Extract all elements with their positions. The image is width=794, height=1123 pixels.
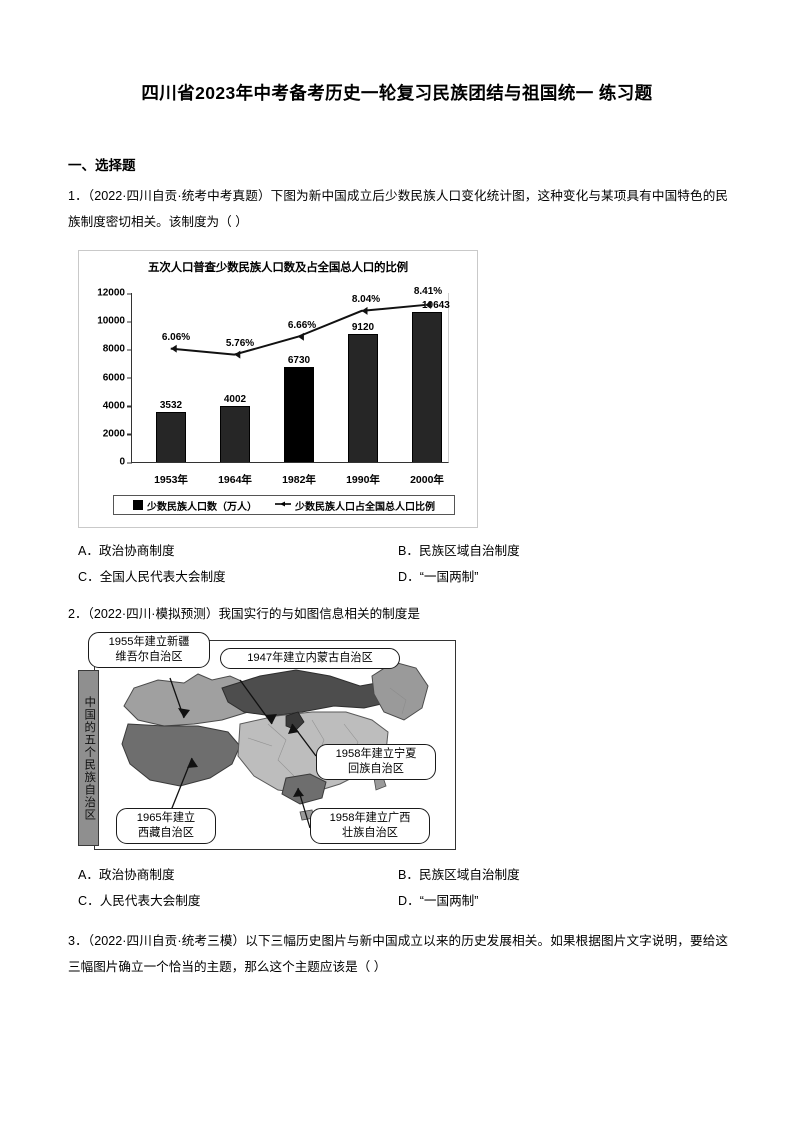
china-map-graphic — [121, 661, 429, 821]
question-2-stem: 2．（2022·四川·模拟预测）我国实行的与如图信息相关的制度是 — [68, 607, 420, 621]
q2-option-b[interactable]: B．民族区域自治制度 — [398, 868, 520, 882]
x-tick-1964: 1964年 — [218, 474, 252, 486]
question-1-options: A．政治协商制度 B．民族区域自治制度 C．全国人民代表大会制度 D．“一国两制… — [78, 538, 718, 590]
legend-item-bar: 少数民族人口数（万人） — [133, 498, 257, 513]
q1-option-d[interactable]: D．“一国两制” — [398, 570, 479, 584]
bar-1953: 3532 — [156, 400, 186, 462]
bar-1964: 4002 — [220, 394, 250, 462]
x-tick-1953: 1953年 — [154, 474, 188, 486]
population-bar-chart: 五次人口普查少数民族人口数及占全国总人口的比例 0 2000 4000 6000… — [78, 250, 478, 528]
q1-option-a[interactable]: A．政治协商制度 — [78, 544, 175, 558]
q2-option-a[interactable]: A．政治协商制度 — [78, 868, 175, 882]
page-title: 四川省2023年中考备考历史一轮复习民族团结与祖国统一 练习题 — [141, 83, 653, 103]
bar-value-1982: 6730 — [287, 355, 311, 367]
pct-label-1953: 6.06% — [161, 332, 191, 343]
legend-label-bar: 少数民族人口数（万人） — [147, 501, 257, 513]
pct-label-1982: 6.66% — [287, 320, 317, 331]
percentage-line-series — [170, 300, 432, 359]
q2-option-d[interactable]: D．“一国两制” — [398, 894, 479, 908]
callout-xinjiang: 1955年建立新疆 维吾尔自治区 — [88, 632, 210, 668]
bar-value-1964: 4002 — [223, 393, 247, 405]
section-heading: 一、选择题 — [68, 158, 136, 173]
chart-title: 五次人口普查少数民族人口数及占全国总人口的比例 — [148, 262, 408, 274]
callout-tibet: 1965年建立 西藏自治区 — [116, 808, 216, 844]
question-3-stem: 3．（2022·四川自贡·统考三模）以下三幅历史图片与新中国成立以来的历史发展相… — [68, 934, 728, 974]
question-1-stem: 1．（2022·四川自贡·统考中考真题）下图为新中国成立后少数民族人口变化统计图… — [68, 189, 728, 229]
y-tick-8000: 8000 — [103, 344, 133, 355]
china-autonomous-regions-map: 中国的五个民族自治区 1955年建立新疆 维吾尔自治区 1947年建立内蒙古自治… — [72, 628, 460, 860]
q1-option-c[interactable]: C．全国人民代表大会制度 — [78, 570, 226, 584]
y-tick-6000: 6000 — [103, 372, 133, 383]
question-2-options: A．政治协商制度 B．民族区域自治制度 C．人民代表大会制度 D．“一国两制” — [78, 862, 718, 914]
bar-value-1953: 3532 — [159, 400, 183, 412]
y-tick-2000: 2000 — [103, 428, 133, 439]
callout-guangxi: 1958年建立广西 壮族自治区 — [310, 808, 430, 844]
callout-inner-mongolia: 1947年建立内蒙古自治区 — [220, 648, 400, 669]
q2-option-c[interactable]: C．人民代表大会制度 — [78, 894, 201, 908]
bar-1982: 6730 — [284, 355, 314, 462]
x-tick-1990: 1990年 — [346, 474, 380, 486]
chart-legend: 少数民族人口数（万人） 少数民族人口占全国总人口比例 — [113, 495, 455, 515]
map-vertical-title: 中国的五个民族自治区 — [78, 670, 99, 846]
x-tick-2000: 2000年 — [410, 474, 444, 486]
y-tick-12000: 12000 — [97, 288, 132, 299]
x-tick-1982: 1982年 — [282, 474, 316, 486]
chart-plot-area: 0 2000 4000 6000 8000 10000 12000 3532 4… — [97, 286, 450, 486]
bar-2000: 10643 — [412, 300, 450, 462]
pct-label-2000: 8.41% — [413, 286, 443, 297]
pct-label-1990: 8.04% — [351, 294, 381, 305]
legend-line-arrow-icon — [275, 500, 291, 511]
bar-value-1990: 9120 — [351, 321, 375, 333]
legend-bar-swatch-icon — [133, 500, 143, 510]
callout-ningxia: 1958年建立宁夏 回族自治区 — [316, 744, 436, 780]
y-tick-10000: 10000 — [97, 316, 132, 327]
legend-item-line: 少数民族人口占全国总人口比例 — [275, 498, 435, 513]
legend-label-line: 少数民族人口占全国总人口比例 — [295, 501, 435, 513]
q1-option-b[interactable]: B．民族区域自治制度 — [398, 544, 520, 558]
bar-1990: 9120 — [348, 322, 378, 462]
pct-label-1964: 5.76% — [225, 338, 255, 349]
y-tick-4000: 4000 — [103, 400, 133, 411]
y-tick-0: 0 — [119, 457, 132, 468]
bar-value-2000: 10643 — [421, 300, 450, 312]
callout-leader-lines — [167, 677, 317, 829]
